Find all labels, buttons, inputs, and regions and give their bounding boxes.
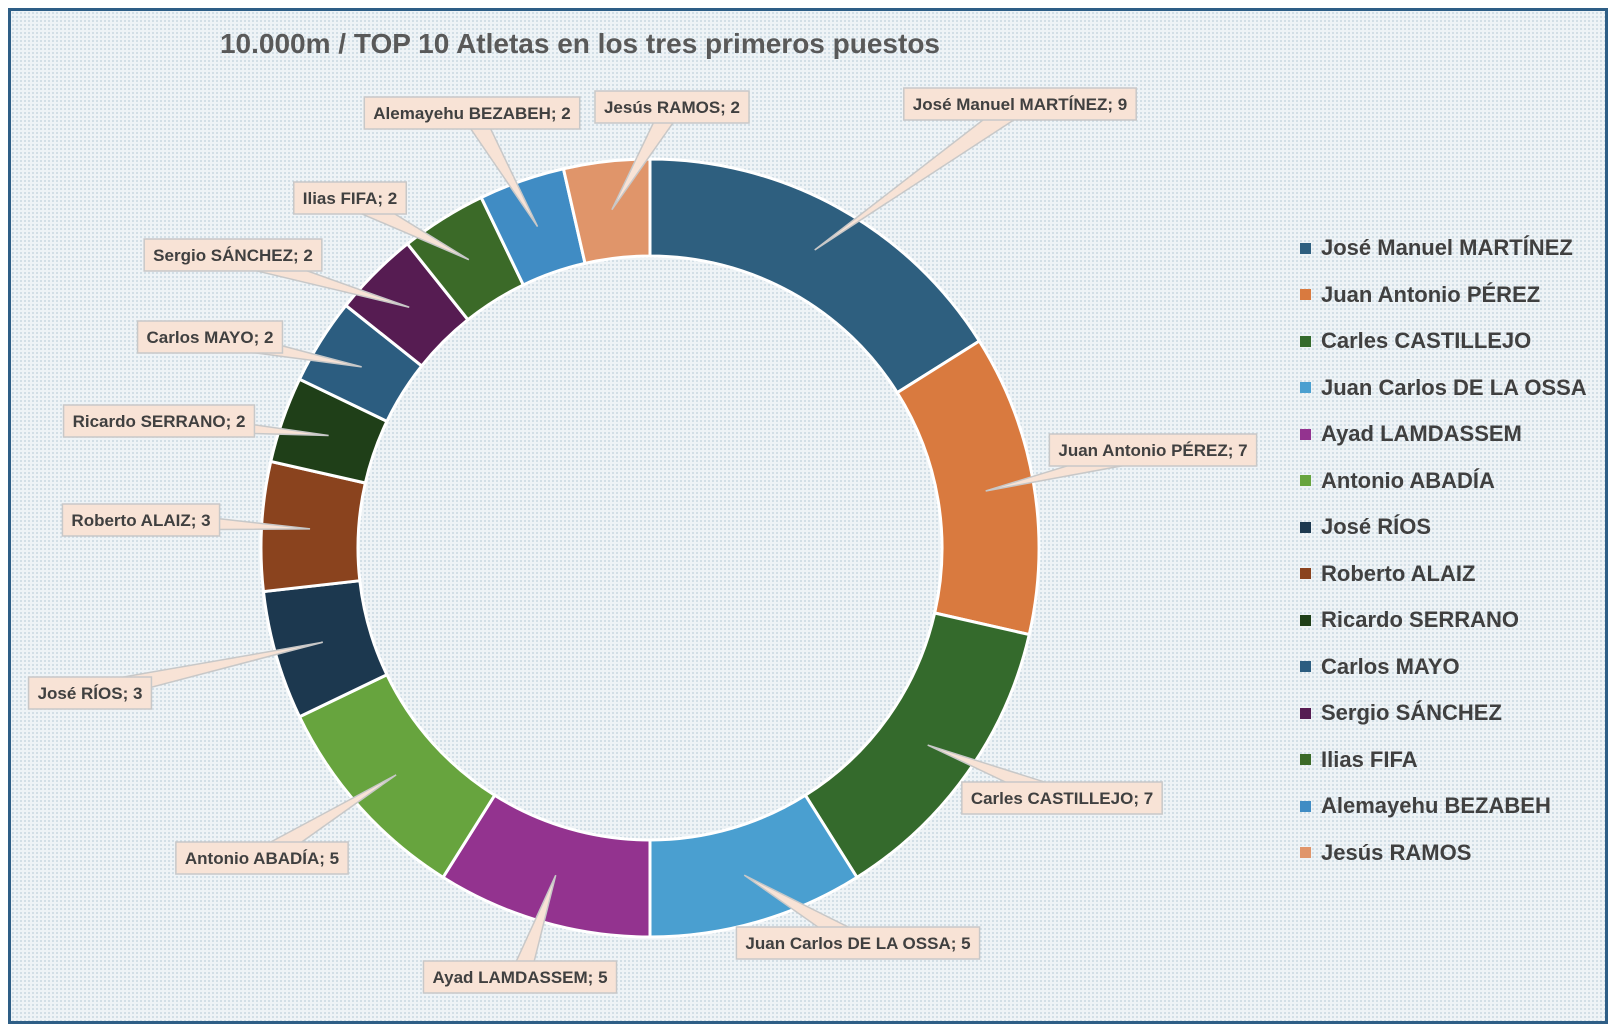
legend-item: Ayad LAMDASSEM [1300, 411, 1587, 458]
data-label-box-14 [594, 90, 750, 124]
legend-item: Antonio ABADÍA [1300, 458, 1587, 505]
data-label-12: Ilias FIFA; 2 [303, 189, 397, 208]
data-label-box-12 [293, 181, 407, 215]
chart-title: 10.000m / TOP 10 Atletas en los tres pri… [219, 28, 940, 59]
legend-label: José Manuel MARTÍNEZ [1321, 235, 1573, 261]
legend-item: José RÍOS [1300, 504, 1587, 551]
legend-item: Jesús RAMOS [1300, 830, 1587, 877]
legend-swatch [1300, 382, 1311, 394]
slice-3 [803, 611, 1032, 880]
data-label-4: Juan Carlos DE LA OSSA; 5 [745, 934, 970, 953]
legend-swatch [1300, 614, 1311, 626]
legend-item: Ricardo SERRANO [1300, 597, 1587, 644]
data-label-box-3 [961, 781, 1163, 815]
data-label-14: Jesús RAMOS; 2 [604, 98, 740, 117]
legend-label: Antonio ABADÍA [1321, 467, 1495, 493]
legend-swatch [1300, 242, 1311, 254]
legend-item: Carles CASTILLEJO [1300, 318, 1587, 365]
legend-item: Roberto ALAIZ [1300, 551, 1587, 598]
legend-label: Carles CASTILLEJO [1321, 328, 1532, 354]
legend-item: Sergio SÁNCHEZ [1300, 690, 1587, 737]
legend-swatch [1300, 754, 1311, 766]
legend-label: Ricardo SERRANO [1321, 607, 1520, 633]
data-label-2: Juan Antonio PÉREZ; 7 [1058, 441, 1247, 460]
data-label-box-5 [422, 960, 618, 994]
data-label-13: Alemayehu BEZABEH; 2 [373, 104, 570, 123]
data-label-6: Antonio ABADÍA; 5 [185, 849, 339, 868]
chart-legend: José Manuel MARTÍNEZ Juan Antonio PÉREZ Ca… [1300, 225, 1587, 876]
legend-swatch [1300, 289, 1311, 301]
legend-swatch [1300, 707, 1311, 719]
legend-swatch [1300, 847, 1311, 859]
legend-label: Juan Antonio PÉREZ [1321, 281, 1541, 307]
legend-item: José Manuel MARTÍNEZ [1300, 225, 1587, 272]
legend-item: Alemayehu BEZABEH [1300, 783, 1587, 830]
data-label-5: Ayad LAMDASSEM; 5 [432, 968, 607, 987]
legend-item: Juan Antonio PÉREZ [1300, 272, 1587, 319]
data-label-box-11 [143, 238, 323, 272]
legend-label: Carlos MAYO [1321, 653, 1460, 679]
data-label-box-13 [363, 96, 581, 130]
legend-swatch [1300, 568, 1311, 580]
data-label-1: José Manuel MARTÍNEZ; 9 [913, 95, 1127, 114]
data-label-10: Carlos MAYO; 2 [147, 328, 274, 347]
data-label-3: Carles CASTILLEJO; 7 [971, 789, 1153, 808]
data-label-11: Sergio SÁNCHEZ; 2 [153, 246, 313, 265]
data-label-box-2 [1048, 433, 1258, 467]
legend-label: José RÍOS [1321, 514, 1432, 540]
legend-label: Alemayehu BEZABEH [1321, 793, 1551, 819]
slice-2 [895, 338, 1041, 637]
data-label-box-4 [735, 926, 981, 960]
legend-swatch [1300, 475, 1311, 487]
data-label-box-10 [136, 320, 284, 354]
data-label-box-8 [61, 503, 221, 537]
legend-label: Ayad LAMDASSEM [1321, 421, 1522, 447]
slice-1 [648, 157, 982, 395]
legend-label: Juan Carlos DE LA OSSA [1321, 374, 1587, 400]
data-label-9: Ricardo SERRANO; 2 [73, 412, 246, 431]
legend-label: Sergio SÁNCHEZ [1321, 700, 1502, 726]
data-label-7: José RÍOS; 3 [38, 684, 143, 703]
legend-label: Jesús RAMOS [1321, 839, 1472, 865]
data-label-8: Roberto ALAIZ; 3 [71, 511, 210, 530]
legend-swatch [1300, 521, 1311, 533]
legend-item: Carlos MAYO [1300, 644, 1587, 691]
legend-item: Ilias FIFA [1300, 737, 1587, 784]
legend-swatch [1300, 800, 1311, 812]
data-label-box-6 [175, 841, 349, 875]
legend-item: Juan Carlos DE LA OSSA [1300, 365, 1587, 412]
legend-swatch [1300, 335, 1311, 347]
legend-swatch [1300, 428, 1311, 440]
legend-label: Roberto ALAIZ [1321, 560, 1476, 586]
legend-label: Ilias FIFA [1321, 746, 1418, 772]
data-label-box-9 [62, 404, 256, 438]
data-label-box-7 [27, 676, 153, 710]
data-label-box-1 [903, 87, 1137, 121]
legend-swatch [1300, 661, 1311, 673]
